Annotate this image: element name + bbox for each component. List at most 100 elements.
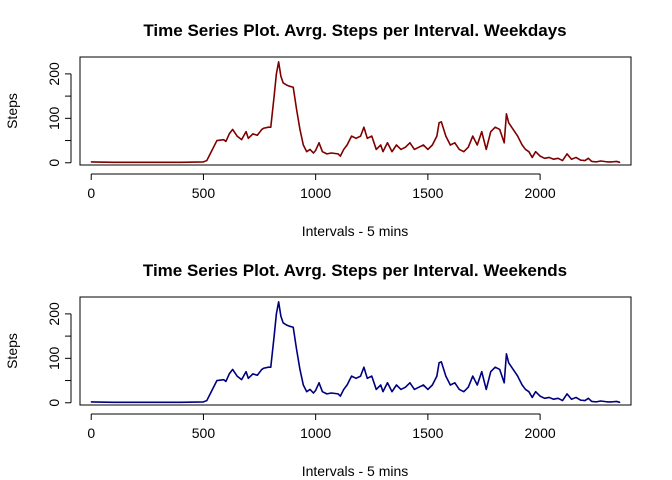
x-axis: 0 500 1000 1500 2000 — [87, 173, 556, 201]
data-point — [306, 151, 308, 153]
data-point — [216, 139, 218, 142]
data-point — [315, 389, 317, 391]
data-point — [330, 392, 332, 394]
data-point — [267, 366, 270, 368]
data-point — [318, 382, 320, 384]
data-point — [299, 128, 301, 131]
data-point — [326, 153, 328, 155]
data-point — [485, 148, 487, 151]
data-point — [600, 400, 602, 402]
data-point — [382, 151, 384, 153]
data-point — [256, 134, 258, 136]
data-point — [531, 396, 533, 399]
data-point — [202, 161, 205, 163]
data-point — [404, 146, 407, 148]
data-point — [552, 398, 555, 400]
data-point — [282, 322, 284, 324]
data-point — [391, 391, 393, 393]
data-point — [494, 126, 496, 128]
data-point — [438, 362, 440, 364]
data-point — [400, 388, 402, 391]
data-point — [245, 131, 247, 133]
data-point — [278, 301, 280, 303]
data-point — [355, 137, 357, 139]
data-point — [236, 135, 238, 137]
data-point — [371, 135, 373, 137]
data-point — [289, 85, 291, 87]
data-point — [519, 139, 521, 142]
data-point — [476, 384, 478, 386]
data-point — [247, 137, 249, 139]
data-point — [318, 142, 320, 144]
data-point — [463, 151, 465, 153]
data-point — [343, 148, 345, 151]
data-point — [366, 137, 368, 139]
data-point — [289, 325, 291, 327]
data-point — [371, 375, 373, 377]
data-point — [579, 399, 582, 401]
data-point — [180, 161, 182, 163]
data-point — [409, 142, 411, 144]
data-point — [386, 382, 389, 384]
data-point — [326, 393, 328, 395]
data-point — [337, 393, 339, 395]
data-point — [247, 377, 249, 379]
data-point — [252, 373, 254, 375]
data-point — [395, 144, 398, 146]
data-point — [481, 371, 483, 373]
data-point — [256, 374, 258, 376]
data-point — [292, 326, 294, 328]
y-tick-label: 200 — [46, 62, 62, 86]
data-point — [382, 391, 384, 393]
data-point — [524, 148, 527, 151]
data-point — [431, 384, 433, 386]
data-point — [619, 161, 621, 163]
data-point — [591, 160, 593, 163]
data-point — [413, 148, 416, 151]
plot-area-box — [79, 296, 632, 406]
series-points — [90, 301, 621, 403]
data-point — [275, 313, 277, 315]
data-point — [337, 153, 339, 155]
data-point — [261, 128, 263, 131]
data-point — [241, 379, 243, 381]
data-point — [375, 148, 377, 151]
data-point — [528, 391, 530, 393]
data-point — [263, 127, 265, 129]
data-point — [454, 142, 456, 144]
x-axis-label: Intervals - 5 mins — [302, 463, 409, 479]
data-point — [312, 152, 315, 154]
data-point — [400, 148, 402, 151]
data-point — [587, 157, 589, 159]
x-tick-label: 0 — [87, 425, 95, 441]
data-point — [575, 396, 577, 399]
data-point — [579, 159, 582, 161]
data-point — [275, 73, 277, 75]
data-point — [395, 384, 398, 386]
data-point — [245, 371, 247, 373]
data-point — [490, 131, 492, 133]
data-point — [440, 121, 442, 123]
x-axis: 0 500 1000 1500 2000 — [87, 413, 556, 441]
data-point — [431, 144, 433, 146]
data-point — [202, 401, 205, 403]
data-point — [481, 131, 483, 133]
data-point — [228, 133, 230, 135]
data-point — [295, 348, 298, 351]
data-point — [535, 151, 537, 153]
data-point — [418, 386, 420, 388]
data-point — [595, 401, 597, 403]
data-point — [309, 148, 311, 151]
data-point — [436, 375, 438, 377]
data-point — [517, 375, 519, 377]
data-point — [517, 135, 519, 137]
data-point — [458, 388, 460, 391]
data-point — [422, 384, 424, 386]
data-point — [440, 361, 442, 363]
data-point — [267, 126, 270, 128]
data-point — [543, 157, 546, 159]
x-tick-label: 500 — [192, 185, 216, 201]
data-point — [606, 161, 609, 163]
x-tick-label: 1000 — [300, 185, 331, 201]
